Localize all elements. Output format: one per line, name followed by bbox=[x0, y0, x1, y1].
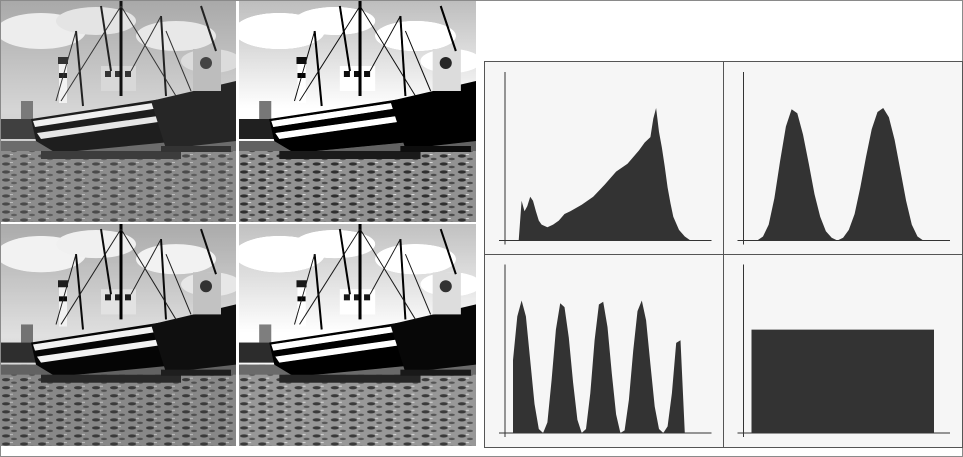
boat-photo-equalized bbox=[239, 224, 476, 446]
photo-equalized bbox=[239, 224, 476, 446]
photo-original bbox=[1, 1, 236, 222]
histogram-area-top-right bbox=[751, 108, 934, 241]
photo-bimodal bbox=[239, 1, 476, 222]
histogram-area-bottom-right bbox=[751, 329, 934, 433]
histogram-area-top-left bbox=[513, 108, 696, 241]
histogram-panel bbox=[484, 61, 963, 448]
photo-multimodal bbox=[1, 224, 236, 446]
histogram-grid bbox=[485, 62, 962, 447]
boat-photo-bimodal bbox=[239, 1, 476, 222]
boat-photo-original bbox=[1, 1, 236, 222]
boat-photo-multimodal bbox=[1, 224, 236, 446]
histogram-area-bottom-left bbox=[513, 300, 696, 433]
